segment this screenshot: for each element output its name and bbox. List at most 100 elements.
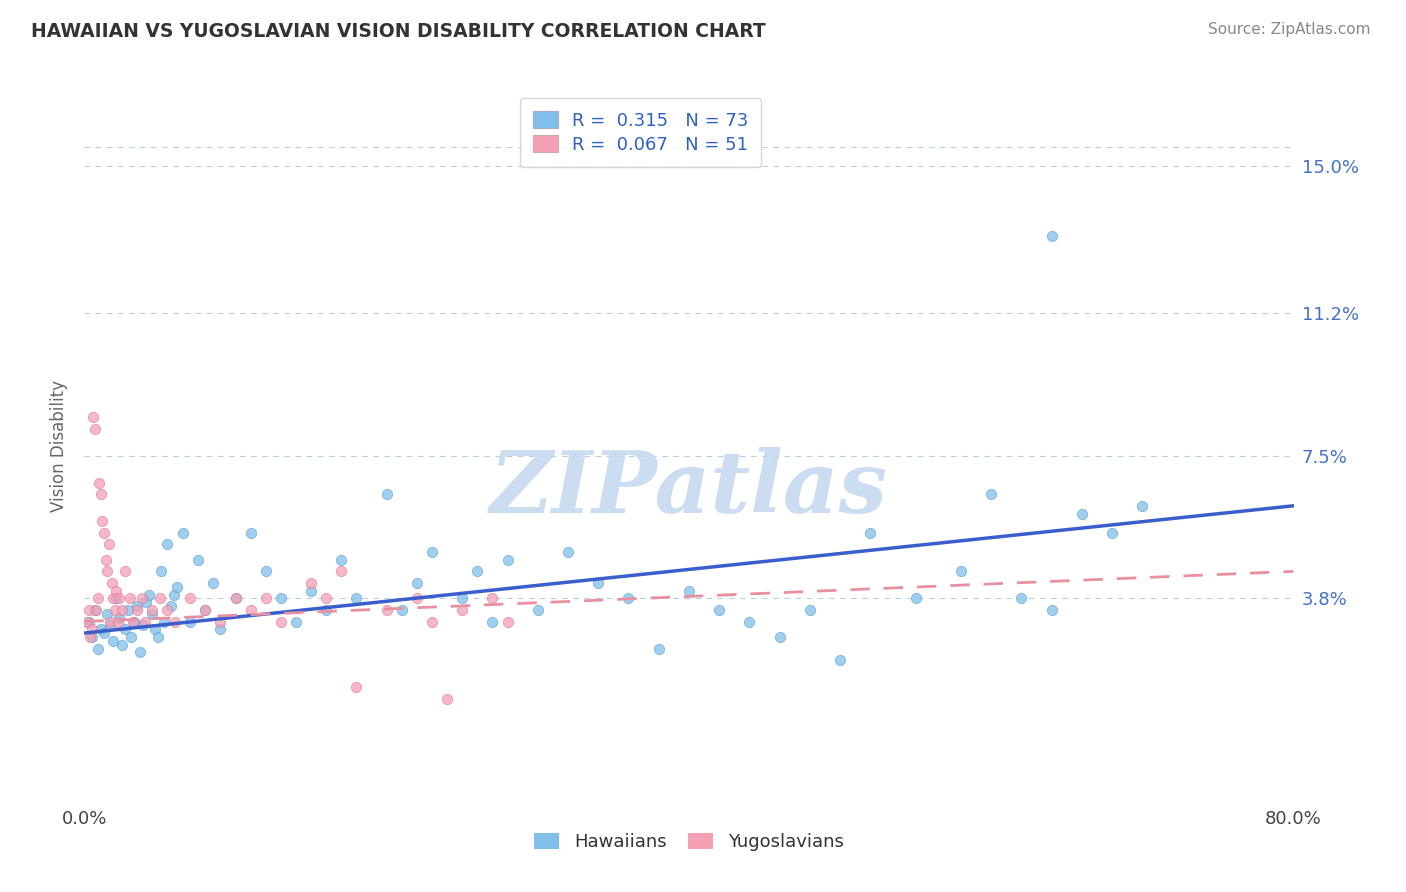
Point xyxy=(111,603,134,617)
Point xyxy=(135,595,157,609)
Point xyxy=(391,603,413,617)
Point xyxy=(84,603,107,617)
Point xyxy=(315,603,337,617)
Point xyxy=(346,591,368,606)
Point xyxy=(239,525,262,540)
Point xyxy=(86,603,108,617)
Point xyxy=(270,615,292,629)
Point xyxy=(76,615,98,629)
Point xyxy=(122,615,145,629)
Point xyxy=(165,615,187,629)
Point xyxy=(1040,603,1063,617)
Point xyxy=(121,615,143,629)
Point xyxy=(980,487,1002,501)
Point xyxy=(678,583,700,598)
Point xyxy=(1011,591,1033,606)
Point xyxy=(330,565,353,579)
Point xyxy=(299,583,322,598)
Point xyxy=(90,487,112,501)
Point xyxy=(111,638,134,652)
Text: Source: ZipAtlas.com: Source: ZipAtlas.com xyxy=(1208,22,1371,37)
Point xyxy=(209,622,232,636)
Point xyxy=(950,565,973,579)
Point xyxy=(201,576,224,591)
Point xyxy=(709,603,731,617)
Point xyxy=(90,622,112,636)
Point xyxy=(148,630,170,644)
Point xyxy=(527,603,550,617)
Legend: Hawaiians, Yugoslavians: Hawaiians, Yugoslavians xyxy=(527,825,851,858)
Point xyxy=(588,576,610,591)
Point xyxy=(127,599,149,613)
Point xyxy=(100,576,122,591)
Point xyxy=(138,587,160,601)
Point xyxy=(153,615,176,629)
Point xyxy=(84,422,107,436)
Point xyxy=(467,565,489,579)
Point xyxy=(648,641,671,656)
Point xyxy=(830,653,852,667)
Point xyxy=(129,645,152,659)
Point xyxy=(93,626,115,640)
Point xyxy=(80,622,103,636)
Point xyxy=(94,553,117,567)
Point xyxy=(82,410,104,425)
Point xyxy=(209,615,232,629)
Point xyxy=(406,576,429,591)
Point xyxy=(127,603,149,617)
Point xyxy=(225,591,247,606)
Point xyxy=(194,603,217,617)
Point xyxy=(114,622,136,636)
Point xyxy=(375,487,398,501)
Point xyxy=(118,591,141,606)
Point xyxy=(254,591,277,606)
Point xyxy=(150,565,173,579)
Point xyxy=(1071,507,1094,521)
Point xyxy=(769,630,792,644)
Point xyxy=(104,603,127,617)
Point xyxy=(101,633,124,648)
Point xyxy=(97,537,120,551)
Point xyxy=(436,691,458,706)
Point xyxy=(117,603,139,617)
Point xyxy=(96,607,118,621)
Point xyxy=(93,525,115,540)
Point xyxy=(481,615,503,629)
Point xyxy=(166,580,188,594)
Point xyxy=(105,583,128,598)
Point xyxy=(107,615,129,629)
Point xyxy=(179,615,201,629)
Point xyxy=(114,565,136,579)
Point xyxy=(149,591,172,606)
Point xyxy=(91,514,114,528)
Point xyxy=(77,603,100,617)
Point xyxy=(225,591,247,606)
Point xyxy=(239,603,262,617)
Point xyxy=(1132,499,1154,513)
Point xyxy=(98,618,121,632)
Point xyxy=(156,603,179,617)
Point xyxy=(406,591,429,606)
Point xyxy=(159,599,181,613)
Text: ZIPatlas: ZIPatlas xyxy=(489,447,889,531)
Point xyxy=(141,607,163,621)
Point xyxy=(134,615,156,629)
Point xyxy=(738,615,761,629)
Point xyxy=(270,591,292,606)
Point xyxy=(617,591,640,606)
Point xyxy=(98,615,121,629)
Point xyxy=(1101,525,1123,540)
Point xyxy=(496,553,519,567)
Point xyxy=(254,565,277,579)
Point xyxy=(375,603,398,617)
Point xyxy=(108,591,131,606)
Point xyxy=(96,565,118,579)
Point xyxy=(904,591,927,606)
Point xyxy=(105,591,128,606)
Point xyxy=(496,615,519,629)
Point xyxy=(1040,228,1063,243)
Point xyxy=(79,630,101,644)
Point xyxy=(131,591,153,606)
Point xyxy=(420,615,443,629)
Point xyxy=(132,618,155,632)
